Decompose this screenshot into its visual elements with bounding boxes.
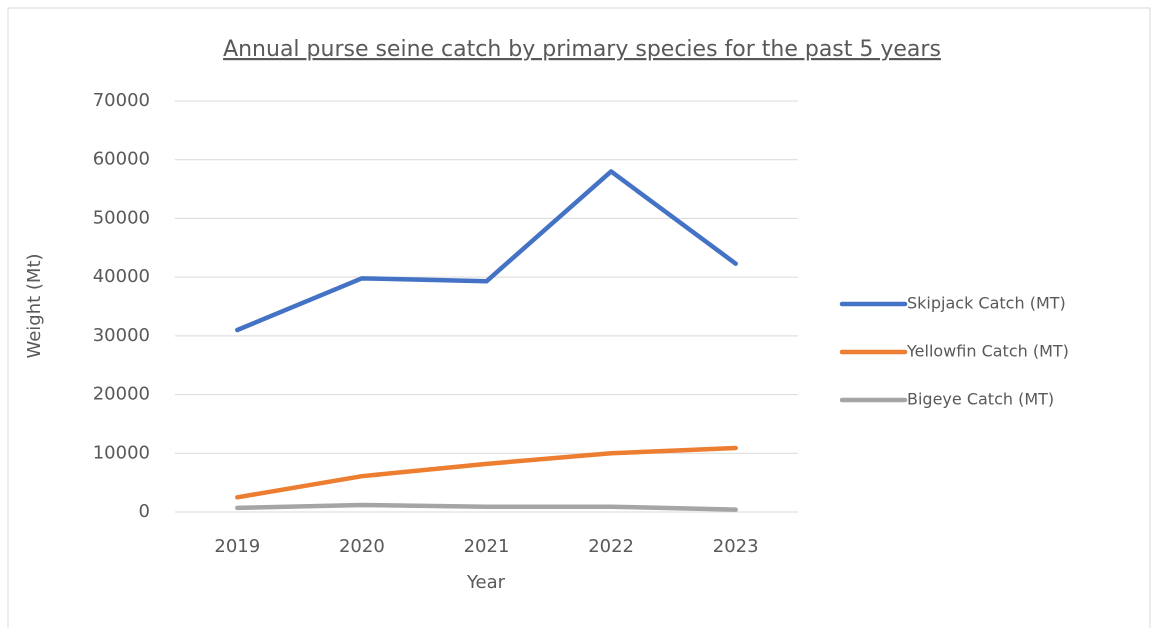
chart-title: Annual purse seine catch by primary spec…: [223, 37, 941, 62]
y-tick-label: 40000: [93, 266, 150, 287]
series-line: [235, 445, 738, 500]
x-axis-label: Year: [466, 572, 506, 593]
legend-label: Bigeye Catch (MT): [907, 390, 1054, 409]
series-line: [235, 169, 738, 333]
y-tick-label: 20000: [93, 384, 150, 405]
chart-frame: [7, 7, 1151, 628]
y-tick-label: 50000: [93, 207, 150, 228]
x-tick-label: 2020: [339, 536, 385, 557]
x-tick-label: 2021: [464, 536, 510, 557]
y-tick-label: 30000: [93, 325, 150, 346]
legend-label: Skipjack Catch (MT): [907, 294, 1066, 313]
y-tick-label: 60000: [93, 149, 150, 170]
x-tick-label: 2019: [214, 536, 260, 557]
y-tick-label: 70000: [93, 90, 150, 111]
y-tick-label: 10000: [93, 442, 150, 463]
series-line: [235, 502, 738, 512]
x-tick-label: 2023: [713, 536, 759, 557]
x-tick-label: 2022: [588, 536, 634, 557]
legend-label: Yellowfin Catch (MT): [906, 342, 1069, 361]
y-axis-label: Weight (Mt): [24, 253, 45, 358]
y-tick-label: 0: [139, 501, 150, 522]
